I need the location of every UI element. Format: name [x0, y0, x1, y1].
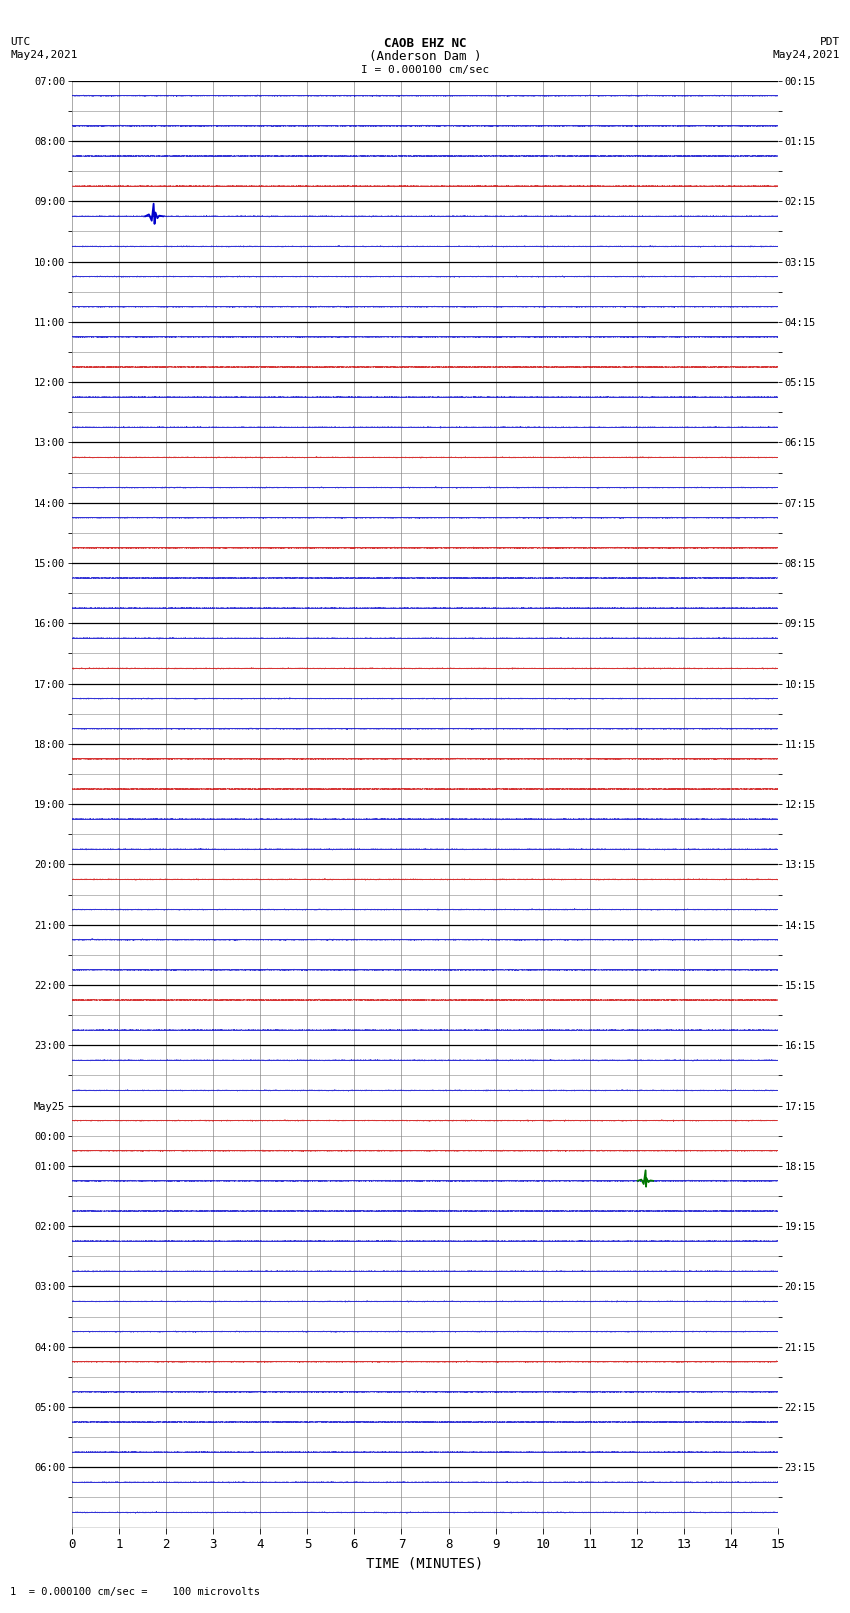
- Text: 1  = 0.000100 cm/sec =    100 microvolts: 1 = 0.000100 cm/sec = 100 microvolts: [10, 1587, 260, 1597]
- Text: May24,2021: May24,2021: [10, 50, 77, 60]
- Text: PDT: PDT: [819, 37, 840, 47]
- Text: (Anderson Dam ): (Anderson Dam ): [369, 50, 481, 63]
- Text: CAOB EHZ NC: CAOB EHZ NC: [383, 37, 467, 50]
- X-axis label: TIME (MINUTES): TIME (MINUTES): [366, 1557, 484, 1571]
- Text: I = 0.000100 cm/sec: I = 0.000100 cm/sec: [361, 65, 489, 74]
- Text: UTC: UTC: [10, 37, 31, 47]
- Text: May24,2021: May24,2021: [773, 50, 840, 60]
